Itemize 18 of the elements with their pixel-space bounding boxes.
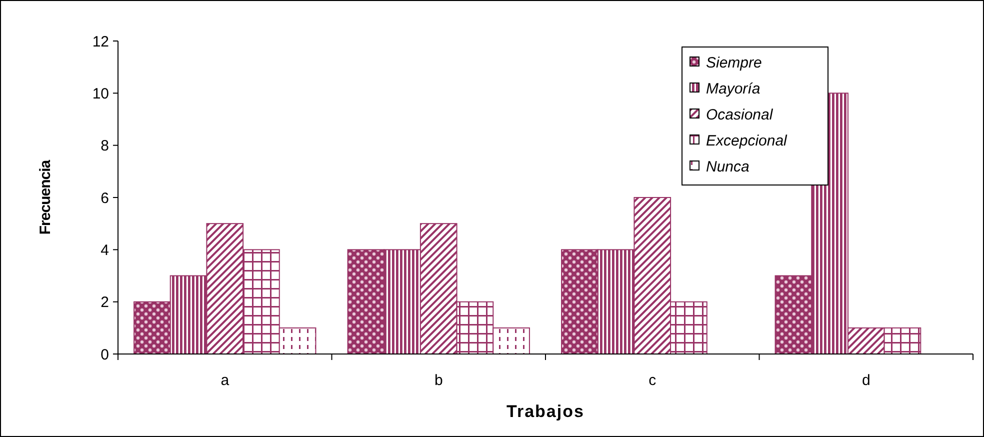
y-axis-title: Frecuencia	[37, 159, 54, 235]
y-tick-label: 12	[92, 33, 109, 50]
x-tick-label: a	[220, 372, 230, 389]
x-tick-label: c	[648, 372, 657, 389]
y-tick-label: 0	[100, 346, 109, 364]
legend-label: Nunca	[706, 158, 750, 176]
x-axis-title: Trabajos	[506, 402, 584, 421]
x-tick-label: b	[434, 372, 443, 389]
y-tick-label: 8	[100, 138, 109, 155]
y-tick-label: 10	[92, 85, 109, 102]
x-tick-label: d	[862, 372, 870, 389]
legend-label: Ocasional	[706, 106, 774, 124]
y-tick-label: 4	[100, 242, 109, 259]
legend-label: Excepcional	[706, 132, 788, 150]
legend-label: Siempre	[706, 54, 762, 72]
y-tick-label: 2	[100, 294, 109, 312]
y-tick-label: 6	[100, 190, 109, 207]
legend-label: Mayoría	[706, 80, 760, 98]
